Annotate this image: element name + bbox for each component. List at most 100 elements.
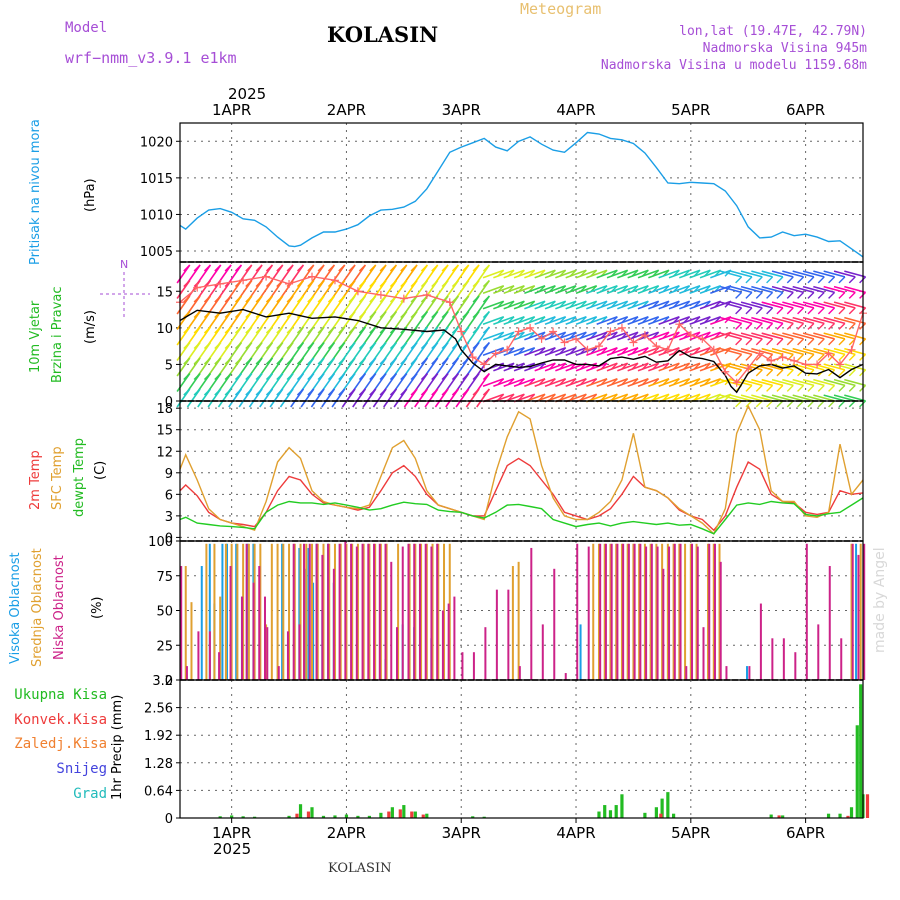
cloud-bar-1 (420, 543, 423, 680)
cloud-bar-2 (303, 543, 306, 680)
wind-barb (740, 316, 763, 325)
wind-barb-flag (307, 372, 315, 380)
cloud-bar-2 (292, 543, 295, 680)
station-title: KOLASIN (327, 22, 439, 47)
precip-bar-1 (659, 813, 663, 818)
precip-bar-1 (777, 815, 781, 818)
day-label-bottom: 4APR (556, 824, 595, 842)
precip-bar-1 (295, 813, 299, 818)
precip-bar-0 (333, 815, 337, 818)
cloud-bar-0 (746, 666, 749, 680)
wind-barb-flag (286, 388, 294, 396)
wind-barb-flag (828, 338, 836, 346)
precip-bar-0 (379, 812, 383, 818)
wind-barb (720, 347, 742, 356)
wind-barb (844, 285, 866, 294)
wind-barb-flag (735, 338, 743, 346)
wind-barb-flag (400, 264, 408, 272)
wind-barb-flag (369, 388, 377, 396)
wind-barb-flag (786, 400, 794, 408)
wind-barb-flag (317, 279, 325, 287)
wind-barb (813, 270, 835, 278)
wind-barb (627, 362, 649, 372)
wind-barb-flag (338, 372, 346, 380)
wind-barb (668, 284, 690, 295)
cloud-bar-2 (541, 624, 544, 680)
wind-barb (761, 347, 784, 356)
wind-barb-flag (224, 388, 232, 396)
wind-barb-flag (420, 388, 428, 396)
gust-marker (617, 323, 626, 332)
wind-barb (565, 300, 587, 310)
wind-barb-flag (265, 372, 273, 380)
wind-barb (844, 363, 866, 371)
cloud-bar-2 (685, 666, 688, 680)
wind-barb-flag (358, 264, 366, 272)
wind-barb-flag (193, 279, 201, 287)
wind-barb (689, 269, 711, 279)
wind-barb-flag (214, 264, 222, 272)
wind-barb-flag (338, 326, 346, 334)
wind-barb (823, 363, 846, 371)
gust-marker (457, 327, 466, 336)
wind-barb-flag (766, 384, 774, 392)
cloud-bar-2 (277, 666, 280, 680)
wind-barb-flag (317, 388, 325, 396)
dewpt-temp-line (179, 497, 864, 535)
wind-barb (823, 347, 846, 356)
precip-bar-0 (310, 807, 314, 818)
cloud-bar-2 (208, 631, 211, 680)
wind-barb (575, 269, 597, 279)
wind-barb-flag (245, 372, 253, 380)
footer-station: KOLASIN (328, 861, 392, 876)
cloud-bar-1 (615, 543, 618, 680)
wind-barb-flag (848, 291, 856, 299)
cloud-bar-2 (782, 638, 785, 680)
wind-barb-flag (358, 279, 366, 287)
cloud-bar-1 (322, 543, 325, 680)
wind-barb-flag (462, 357, 470, 365)
wind-barb-flag (807, 276, 815, 284)
wind-barb-flag (472, 388, 480, 396)
wind-barb (482, 269, 504, 279)
wind-barb-flag (255, 264, 263, 272)
wind-barb (617, 269, 639, 279)
wind-barb-flag (817, 384, 825, 392)
wind-barb-flag (255, 295, 263, 303)
cloud-bar-0 (312, 582, 315, 680)
wind-barb-flag (234, 264, 242, 272)
wind-barb (813, 316, 835, 325)
wind-barb-flag (755, 276, 763, 284)
wind-barb (782, 378, 804, 387)
wind-barb (699, 362, 721, 372)
wind-barb (730, 394, 753, 402)
wind-barb (833, 316, 856, 325)
wind-barb-flag (431, 357, 439, 365)
cloud-bar-1 (184, 566, 187, 680)
wind-barb (833, 270, 856, 278)
cloud-bar-1 (190, 602, 193, 680)
wind-barb-flag (245, 279, 253, 287)
cloud-bar-1 (351, 543, 354, 680)
wind-barb (482, 284, 504, 295)
wind-barb (555, 346, 577, 357)
wind-barb (565, 315, 587, 326)
cloud-bar-2 (321, 554, 324, 680)
wind-barb (823, 316, 846, 325)
gust-marker (836, 360, 845, 369)
gust-marker (399, 294, 408, 303)
wind-barb-flag (451, 357, 459, 365)
cloud-bar-1 (288, 543, 291, 680)
day-label-bottom: 1APR (212, 824, 251, 842)
cloud-bar-2 (263, 596, 266, 680)
wind-barb-flag (755, 369, 763, 377)
wind-barb-flag (203, 295, 211, 303)
wind-barb-flag (797, 276, 805, 284)
gust-marker (239, 276, 248, 285)
wind-barb-flag (807, 400, 815, 408)
precip-bar-0 (603, 805, 607, 818)
cloud-bar-0 (221, 543, 224, 680)
cloud-bar-2 (662, 568, 665, 680)
wind-barb-flag (482, 388, 490, 396)
wind-barb-flag (410, 372, 418, 380)
